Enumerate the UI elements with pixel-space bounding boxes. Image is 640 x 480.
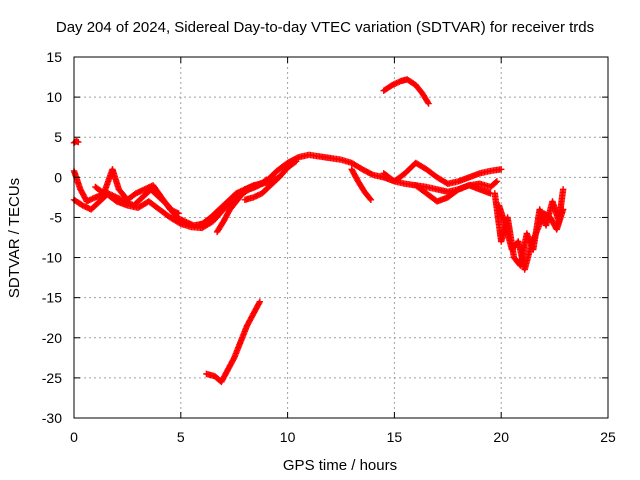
data-point-marker [274,175,282,182]
data-point-marker [368,171,375,178]
y-tick-label: -20 [42,330,62,346]
y-tick-label: 5 [54,129,62,145]
data-point-marker [275,174,283,181]
plot-frame [73,56,609,419]
data-point-marker [425,100,432,107]
y-tick-label: -30 [42,410,62,426]
data-point-marker [366,195,374,202]
sdtvar-track-m [495,202,567,273]
sdtvar-track-e [241,174,283,203]
data-point-marker [367,196,375,203]
x-tick-label: 20 [493,429,509,445]
data-point-marker [293,154,301,162]
x-tick-label: 0 [70,429,78,445]
tick-layer: 0 5 10 15 20 25 -30 -25 -20 -15 -10 -5 0 5 10 15 [42,49,616,445]
y-tick-label: 0 [54,169,62,185]
data-point-marker [424,99,431,106]
data-point-marker [559,206,567,213]
sdtvar-track-f [348,166,375,203]
data-point-marker [75,138,82,146]
y-tick-label: 15 [46,49,62,65]
data-point-marker [292,158,300,165]
sdtvar-track-c [92,166,182,217]
data-point-marker [263,176,270,183]
data-point-marker [492,179,500,186]
data-point-marker [498,166,505,173]
y-axis-label: SDTVAR / TECUs [6,178,23,298]
y-tick-label: 10 [46,89,62,105]
data-point-marker [291,159,299,166]
x-tick-label: 15 [387,429,403,445]
data-point-marker [261,177,269,184]
x-tick-label: 5 [177,429,185,445]
y-tick-label: -10 [42,250,62,266]
y-tick-label: -5 [50,209,63,225]
y-tick-label: -25 [42,370,62,386]
data-points-layer [70,76,567,386]
data-point-marker [559,186,567,193]
sdtvar-track-i [380,76,432,107]
data-point-marker [255,299,263,307]
sdtvar-track-k [203,298,264,386]
data-point-marker [493,178,501,185]
sdtvar-track-g [380,159,505,187]
chart-title: Day 204 of 2024, Sidereal Day-to-day VTE… [56,19,594,36]
sdtvar-track-h [412,182,494,205]
x-axis-label: GPS time / hours [283,457,397,474]
y-tick-label: -15 [42,290,62,306]
sdtvar-track-d [213,176,270,236]
data-point-marker [256,298,264,305]
x-tick-label: 25 [600,429,616,445]
data-point-marker [175,210,182,217]
x-tick-label: 10 [280,429,296,445]
